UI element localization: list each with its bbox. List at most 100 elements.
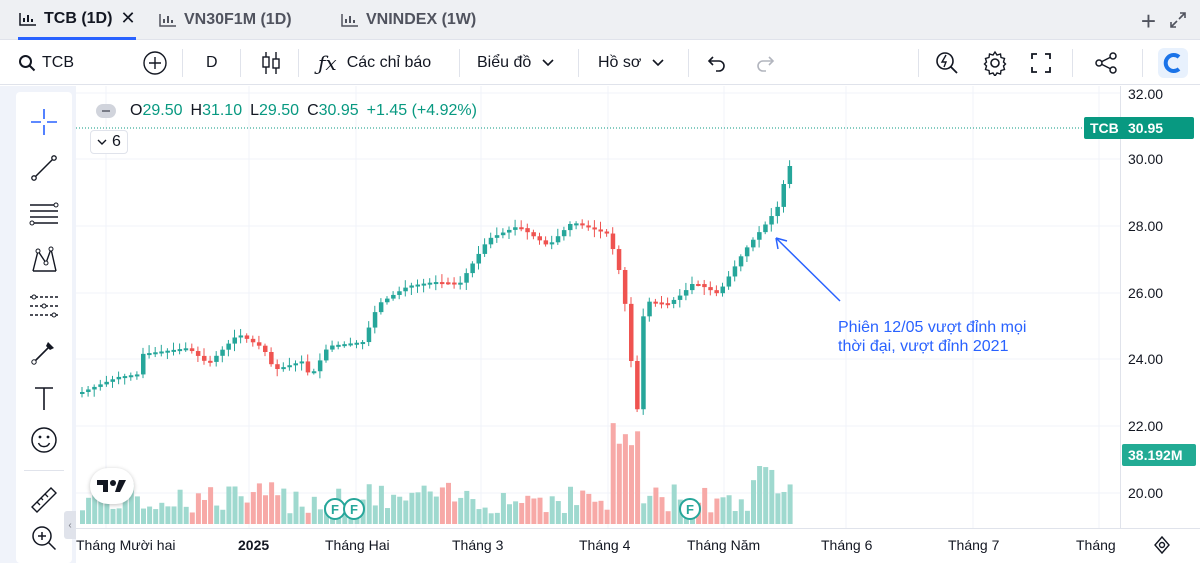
annotation-arrow-line[interactable] (775, 237, 841, 302)
volume-bar (488, 513, 494, 524)
expand-icon[interactable] (1168, 10, 1188, 35)
crosshair-tool[interactable] (24, 104, 64, 140)
volume-bar (513, 501, 519, 524)
profile-menu-button[interactable]: Hồ sơ (598, 41, 665, 85)
chart-style-button[interactable] (260, 41, 282, 85)
candle (104, 375, 109, 387)
volume-bar (708, 512, 714, 524)
candle (446, 277, 451, 285)
indicators-button[interactable]: ƒx Các chỉ báo (318, 41, 431, 85)
tab-vnindex[interactable]: VNINDEX (1W) (340, 0, 476, 40)
symbol-search[interactable]: TCB (18, 41, 74, 85)
volume-bar (378, 485, 384, 524)
text-tool[interactable] (24, 380, 64, 416)
candle (378, 298, 384, 315)
forecast-tool[interactable] (24, 288, 64, 324)
candle (494, 227, 500, 243)
financials-marker[interactable]: F (343, 498, 365, 520)
emoji-tool[interactable] (24, 422, 64, 458)
volume-bar (189, 512, 195, 524)
change-value: +1.45 (+4.92%) (366, 102, 477, 119)
volume-bar (153, 509, 159, 524)
candle (555, 228, 561, 245)
collapse-toolbar-handle[interactable]: ‹ (64, 511, 76, 539)
candle (275, 359, 280, 377)
volume-bar (781, 491, 787, 524)
volume-bar (311, 496, 317, 524)
fib-tool[interactable] (24, 196, 64, 232)
chart-pane[interactable]: F F F (76, 86, 1120, 528)
text-icon (35, 387, 53, 410)
candle (683, 282, 689, 301)
quick-search-button[interactable] (934, 41, 960, 85)
low-value: 29.50 (259, 102, 300, 119)
candle (757, 226, 762, 248)
volume-bar (720, 497, 726, 524)
candle (732, 260, 738, 282)
symbol-price-badge: TCB (1084, 117, 1125, 139)
candle (86, 385, 91, 397)
volume-bar (134, 496, 140, 524)
candle (525, 223, 530, 240)
candle (226, 339, 231, 357)
volume-bar (171, 506, 177, 524)
fullscreen-button[interactable] (1030, 41, 1052, 85)
volume-bar (702, 487, 708, 524)
collapse-legend-icon[interactable] (96, 104, 116, 118)
redo-button[interactable] (754, 41, 776, 85)
add-tab-icon[interactable]: + (1140, 6, 1156, 36)
tab-tcb[interactable]: TCB (1D) ✕ (18, 0, 136, 40)
volume-bar (549, 496, 555, 524)
time-label: Tháng 4 (579, 537, 631, 553)
candle (220, 346, 225, 363)
volume-bar (214, 505, 220, 524)
candle (635, 355, 640, 413)
brush-tool[interactable] (24, 334, 64, 370)
zoom-tool[interactable] (24, 520, 64, 556)
close-icon[interactable]: ✕ (120, 8, 136, 28)
volume-bar (159, 502, 165, 524)
candle (348, 337, 353, 347)
candle (98, 379, 103, 391)
candle (391, 291, 396, 301)
candle (269, 347, 274, 367)
candle (372, 305, 378, 334)
share-button[interactable] (1094, 41, 1118, 85)
candle (629, 297, 634, 368)
annotation-text[interactable]: Phiên 12/05 vượt đỉnh mọi thời đại, vượt… (838, 318, 1026, 356)
chevron-down-icon (97, 139, 107, 145)
trend-line-tool[interactable] (24, 150, 64, 186)
financials-marker[interactable]: F (679, 498, 701, 520)
tradingview-logo[interactable] (90, 468, 134, 504)
volume-bar (98, 488, 104, 524)
volume-bar (299, 506, 305, 524)
chart-menu-button[interactable]: Biểu đồ (477, 41, 555, 85)
candle (415, 279, 420, 293)
ruler-tool[interactable] (24, 482, 64, 518)
tab-vn30f1m[interactable]: VN30F1M (1D) (158, 0, 292, 40)
candle (665, 297, 671, 309)
ohlc-legend: O 29.50 H 31.10 L 29.50 C 30.95 +1.45 (+… (96, 100, 485, 122)
price-label: 30.00 (1128, 151, 1164, 167)
indicator-count: 6 (112, 133, 121, 150)
volume-bar (427, 491, 433, 524)
candle (519, 220, 524, 232)
pattern-tool[interactable] (24, 242, 64, 278)
settings-gear-icon[interactable] (1152, 535, 1172, 560)
price-scale[interactable] (1120, 86, 1200, 528)
undo-icon (707, 56, 725, 72)
candle (287, 357, 292, 371)
candle (342, 341, 347, 348)
candle (604, 228, 610, 237)
volume-bar (586, 493, 592, 524)
undo-button[interactable] (706, 41, 728, 85)
chart-canvas[interactable] (76, 86, 1120, 528)
settings-button[interactable] (982, 41, 1008, 85)
time-scale[interactable]: Tháng Mười hai 2025 Tháng Hai Tháng 3 Th… (76, 528, 1200, 563)
volume-indicator-toggle[interactable]: 6 (90, 130, 128, 154)
interval-button[interactable]: D (206, 54, 218, 71)
candle (726, 271, 732, 290)
candle (305, 354, 311, 376)
compare-button[interactable] (142, 41, 168, 85)
candle (531, 229, 536, 240)
